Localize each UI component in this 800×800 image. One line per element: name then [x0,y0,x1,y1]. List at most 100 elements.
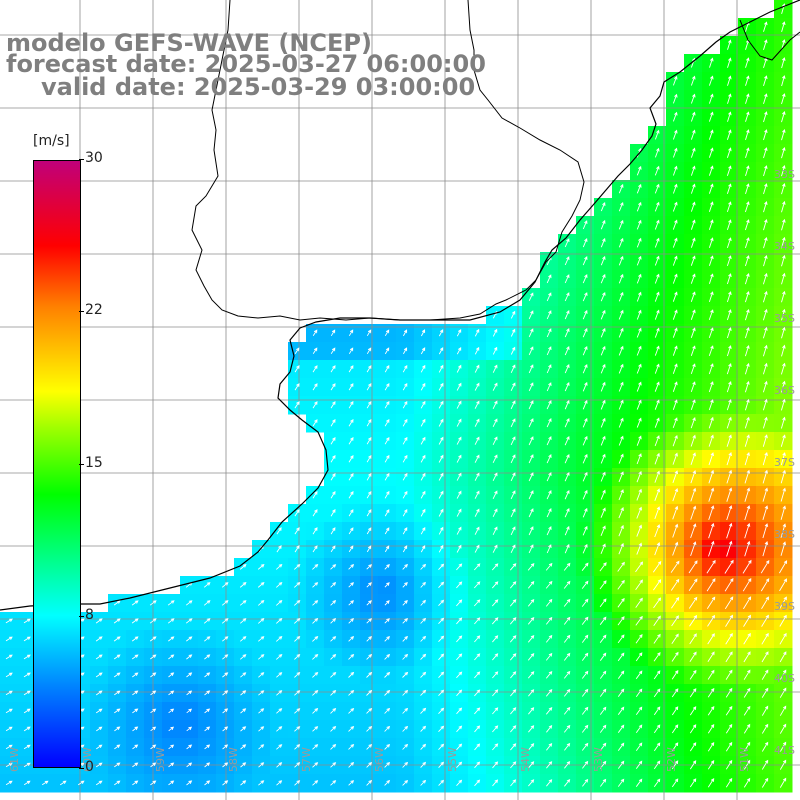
wind-arrow [132,780,139,786]
wind-arrow [366,636,372,642]
wind-arrow [366,419,372,427]
wind-arrow [671,596,680,609]
wind-arrow [168,744,175,750]
wind-arrow [438,347,444,355]
wind-arrow [492,526,498,536]
wind-arrow [312,490,318,499]
wind-arrow [420,418,426,427]
wind-arrow [456,725,463,733]
wind-arrow [384,401,390,409]
wind-arrow [186,708,193,714]
longitude-label: 54W [519,747,532,772]
wind-arrow [563,670,571,679]
wind-arrow [581,598,589,607]
wind-arrow [438,635,445,643]
wind-arrow [402,364,408,373]
wind-arrow [528,689,535,697]
wind-arrow [599,706,607,715]
wind-arrow [671,706,679,716]
wind-arrow [761,687,769,698]
wind-arrow [582,760,589,769]
wind-arrow [781,200,786,213]
wind-arrow [744,237,750,249]
wind-arrow [708,93,714,104]
model-title: modelo GEFS-WAVE (NCEP) [6,29,372,57]
wind-arrow [725,723,733,734]
wind-arrow [384,364,390,373]
wind-arrow [671,633,679,644]
wind-arrow [707,614,716,627]
wind-arrow [582,489,588,500]
wind-arrow [654,255,660,266]
wind-arrow [384,689,391,696]
wind-arrow [745,183,750,195]
wind-arrow [600,202,606,212]
wind-arrow [564,525,570,536]
longitude-label: 56W [373,747,386,772]
wind-arrow [546,436,552,446]
wind-arrow [742,559,752,574]
colorbar-tick-8: 8 [79,607,94,623]
wind-arrow [582,507,588,518]
wind-arrow [491,563,499,571]
latitude-label: 39S [774,600,795,613]
wind-arrow [690,237,696,248]
wind-arrow [689,669,697,680]
wind-arrow [132,708,139,714]
wind-arrow [653,652,661,662]
wind-arrow [510,310,516,319]
wind-arrow [762,326,768,339]
wind-arrow [690,93,696,104]
wind-arrow [690,434,696,447]
wind-arrow [294,617,301,624]
wind-arrow [150,744,157,750]
wind-arrow [348,436,354,445]
wind-arrow [654,309,660,320]
wind-arrow [545,652,553,661]
wind-arrow [546,742,553,751]
wind-arrow [635,579,643,591]
wind-arrow [763,200,768,213]
wind-arrow [654,201,660,212]
wind-arrow [294,780,301,786]
wind-arrow [726,416,732,429]
wind-arrow [150,762,157,768]
wind-arrow [330,472,336,481]
wind-arrow [708,147,714,158]
wind-arrow [330,780,337,786]
wind-arrow [600,471,606,482]
wind-arrow [348,454,354,463]
wind-arrow [690,165,696,176]
longitude-label: 60W [81,747,94,772]
wind-arrow [420,599,426,606]
wind-arrow [131,618,139,624]
wind-arrow [149,636,157,642]
wind-arrow [763,21,768,32]
wind-arrow [708,345,714,357]
wind-arrow [690,505,697,520]
wind-arrow [276,762,283,768]
wind-arrow [384,725,391,732]
wind-arrow [150,654,157,660]
wind-arrow [546,526,552,536]
wind-arrow [636,183,642,194]
wind-arrow [743,632,751,645]
wind-arrow [708,237,714,248]
wind-arrow [330,365,336,373]
wind-arrow [132,672,139,678]
wind-arrow [636,237,642,248]
wind-arrow [781,272,786,285]
wind-arrow [744,469,751,484]
wind-arrow [528,779,535,787]
wind-arrow [113,636,121,642]
wind-arrow [726,165,732,176]
wind-arrow [564,310,570,320]
wind-arrow [563,562,571,571]
wind-arrow [330,545,336,553]
wind-arrow [600,543,606,554]
wind-arrow [545,562,553,571]
wind-arrow [77,780,85,786]
wind-arrow [654,435,660,447]
wind-arrow [781,128,786,141]
wind-arrow [744,362,750,375]
